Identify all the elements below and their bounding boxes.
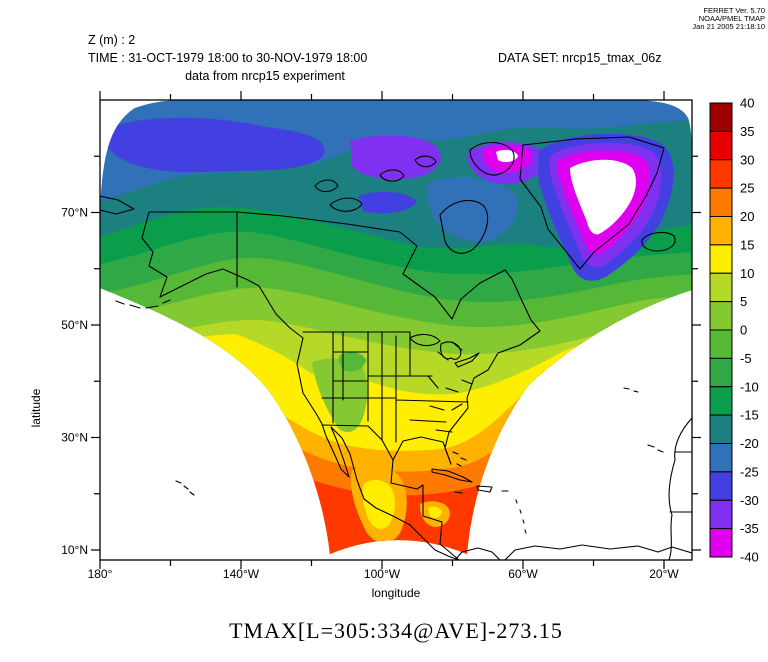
x-tick-label: 100°W [364,567,401,581]
colorbar-cell [709,216,733,246]
x-tick-label: 20°W [649,567,679,581]
colorbar-tick-label: -15 [740,408,759,423]
time-range-label: TIME : 31-OCT-1979 18:00 to 30-NOV-1979 … [88,51,367,65]
chukotka-coast [100,195,135,215]
colorbar-cell [709,386,733,416]
colorbar-cell [709,187,733,217]
colorbar-tick-label: -5 [740,351,752,366]
colorbar-cell [709,244,733,274]
colorbar-tick-label: 0 [740,323,747,338]
colorbar-tick-label: 30 [740,152,754,167]
hawaii-islands-marks [175,480,195,496]
map-area [100,100,692,560]
aleutian-islands-marks [115,299,171,309]
colorbar-cell [709,130,733,161]
colorbar-cell [709,357,733,388]
wyoming-cool-patch [339,352,366,372]
plot-frame [99,99,693,561]
colorbar-tick-label: 5 [740,294,747,309]
iceland-outline [641,231,676,252]
axis-ticks [91,91,701,569]
colorbar-tick-label: 40 [740,96,754,111]
temperature-field [100,100,692,554]
coastlines-group [100,136,692,560]
colorbar-tick-label: 20 [740,209,754,224]
guatemala-highland-yellow [428,506,442,519]
ferret-version-text: FERRET Ver. 5.70 [703,6,765,15]
x-tick-label: 140°W [223,567,260,581]
arctic-islands-outline [314,141,515,254]
colorbar-tick-label: -20 [740,436,759,451]
y-axis-label: latitude [29,388,43,427]
axis-tick-labels: 180° 140°W 100°W 60°W 20°W 70°N 50°N 30°N 10°N [61,206,679,582]
colorbar-tick-label: -25 [740,464,759,479]
colorbar-tick-label: -40 [740,550,759,565]
baffin-bay-blue [428,177,518,242]
x-tick-label: 180° [88,567,113,581]
x-tick-label: 60°W [508,567,538,581]
colorbar-cell [709,301,733,331]
y-tick-label: 10°N [61,543,88,557]
x-axis-label: longitude [372,586,421,600]
plot-subtitle: data from nrcp15 experiment [185,69,345,83]
colorbar-cell [709,102,733,132]
greenland-ice-sheet-white [570,159,636,235]
ellesmere-white-spot [496,149,518,163]
plot-expression-title: TMAX[L=305:334@AVE]-273.15 [229,618,563,643]
greenland-outline [519,136,665,270]
colorbar-cell [709,528,733,558]
arctic-blue-pocket-west [108,117,325,173]
colorbar-cell [709,272,733,303]
y-tick-label: 70°N [61,206,88,220]
ferret-org-text: NOAA/PMEL TMAP [699,14,765,23]
plot-header: FERRET Ver. 5.70 NOAA/PMEL TMAP Jan 21 2… [88,6,765,83]
colorbar-cell [709,329,733,359]
colorbar-cell [709,159,733,189]
colorbar-cell [709,443,733,473]
mexico-highland-yellow [362,479,395,529]
north-america-coastline [141,211,541,560]
colorbar-tick-label: -35 [740,521,759,536]
colorbar-tick-label: -10 [740,379,759,394]
caribbean-islands-outline [431,451,527,534]
colorbar-tick-label: -30 [740,493,759,508]
colorbar-tick-label: 25 [740,181,754,196]
us-state-borders [302,331,473,461]
colorbar-tick-label: 35 [740,124,754,139]
arctic-blue-streak [358,191,417,214]
rockies-cool-tongue [312,358,368,433]
arctic-violet-pocket-1 [350,135,441,180]
dataset-label: DATA SET: nrcp15_tmax_06z [498,51,662,65]
africa-coast [623,387,692,560]
south-america-coast [454,544,692,560]
colorbar-cell [709,414,733,444]
z-level-label: Z (m) : 2 [88,33,135,47]
y-tick-label: 30°N [61,431,88,445]
colorbar: 40 35 30 25 20 15 10 5 0 -5 -10 -15 -20 -25 -30 -35 -40 [709,96,759,565]
colorbar-cell [709,471,733,501]
colorbar-tick-label: 15 [740,237,754,252]
y-tick-label: 50°N [61,318,88,332]
ferret-timestamp-text: Jan 21 2005 21:18:10 [692,22,765,31]
colorbar-tick-label: 10 [740,266,754,281]
colorbar-cell [709,499,733,530]
